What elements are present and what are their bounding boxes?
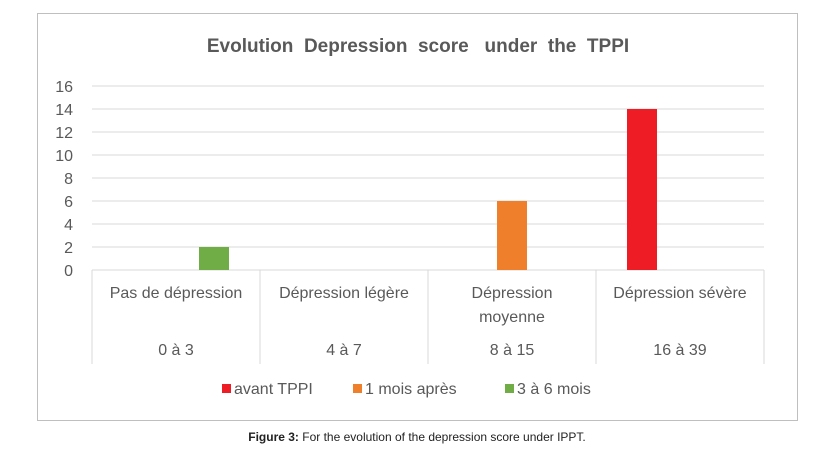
category-range-label: 16 à 39 <box>653 342 706 359</box>
y-tick-label: 10 <box>55 148 73 165</box>
y-tick-label: 2 <box>64 240 73 257</box>
category-label: Dépression sévère <box>613 285 747 302</box>
y-tick-label: 14 <box>55 102 73 119</box>
bar-3-à-6-mois <box>199 247 229 270</box>
legend-label: 1 mois après <box>365 381 457 398</box>
chart-title: Evolution Depression score under the TPP… <box>207 36 629 57</box>
chart-frame: Evolution Depression score under the TPP… <box>37 13 798 421</box>
y-tick-label: 0 <box>64 263 73 280</box>
caption-text: For the evolution of the depression scor… <box>298 430 586 444</box>
legend-label: avant TPPI <box>234 381 313 398</box>
y-tick-label: 8 <box>64 171 73 188</box>
bar-1-mois-après <box>497 201 527 270</box>
y-tick-label: 12 <box>55 125 73 142</box>
legend-swatch <box>353 384 362 393</box>
y-tick-label: 16 <box>55 79 73 96</box>
figure-caption: Figure 3: For the evolution of the depre… <box>0 430 834 444</box>
bar-avant-tppi <box>627 109 657 270</box>
category-range-label: 4 à 7 <box>326 342 362 359</box>
chart-svg: Evolution Depression score under the TPP… <box>55 36 765 398</box>
caption-label: Figure 3: <box>248 430 299 444</box>
legend-swatch <box>505 384 514 393</box>
category-range-label: 0 à 3 <box>158 342 194 359</box>
category-label: Pas de dépression <box>110 285 243 302</box>
category-label: moyenne <box>479 309 545 326</box>
legend-swatch <box>222 384 231 393</box>
category-label: Dépression <box>472 285 553 302</box>
y-tick-label: 6 <box>64 194 73 211</box>
category-label: Dépression légère <box>279 285 409 302</box>
category-range-label: 8 à 15 <box>490 342 535 359</box>
legend-label: 3 à 6 mois <box>517 381 591 398</box>
y-tick-label: 4 <box>64 217 73 234</box>
